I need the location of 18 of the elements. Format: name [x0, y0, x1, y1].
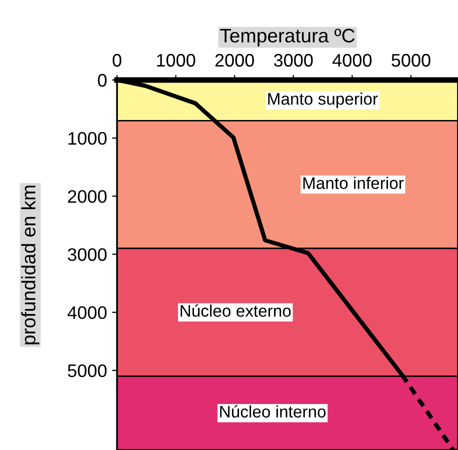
- y-tick-label: 5000: [68, 364, 107, 378]
- band-label: Manto superior: [268, 92, 378, 108]
- y-tick-label: 0: [98, 74, 107, 87]
- y-tick-label: 1000: [68, 132, 107, 145]
- y-tick-label: 3000: [68, 248, 107, 261]
- x-tick-label: 2000: [215, 54, 254, 67]
- x-tick-label: 5000: [392, 54, 430, 67]
- x-axis-title: Temperatura ºC: [220, 28, 355, 46]
- y-axis-title: profundidad en km: [21, 186, 40, 344]
- x-tick-label: 0: [112, 54, 122, 67]
- band-label: Manto inferior: [303, 176, 404, 190]
- y-tick-label: 2000: [68, 190, 107, 203]
- x-tick-label: 3000: [274, 54, 313, 67]
- band-label: Núcleo interno: [220, 405, 326, 418]
- x-tick-label: 1000: [157, 54, 196, 67]
- y-tick-label: 4000: [68, 306, 107, 320]
- band-label: Núcleo externo: [180, 304, 291, 317]
- x-tick-label: 4000: [332, 54, 372, 67]
